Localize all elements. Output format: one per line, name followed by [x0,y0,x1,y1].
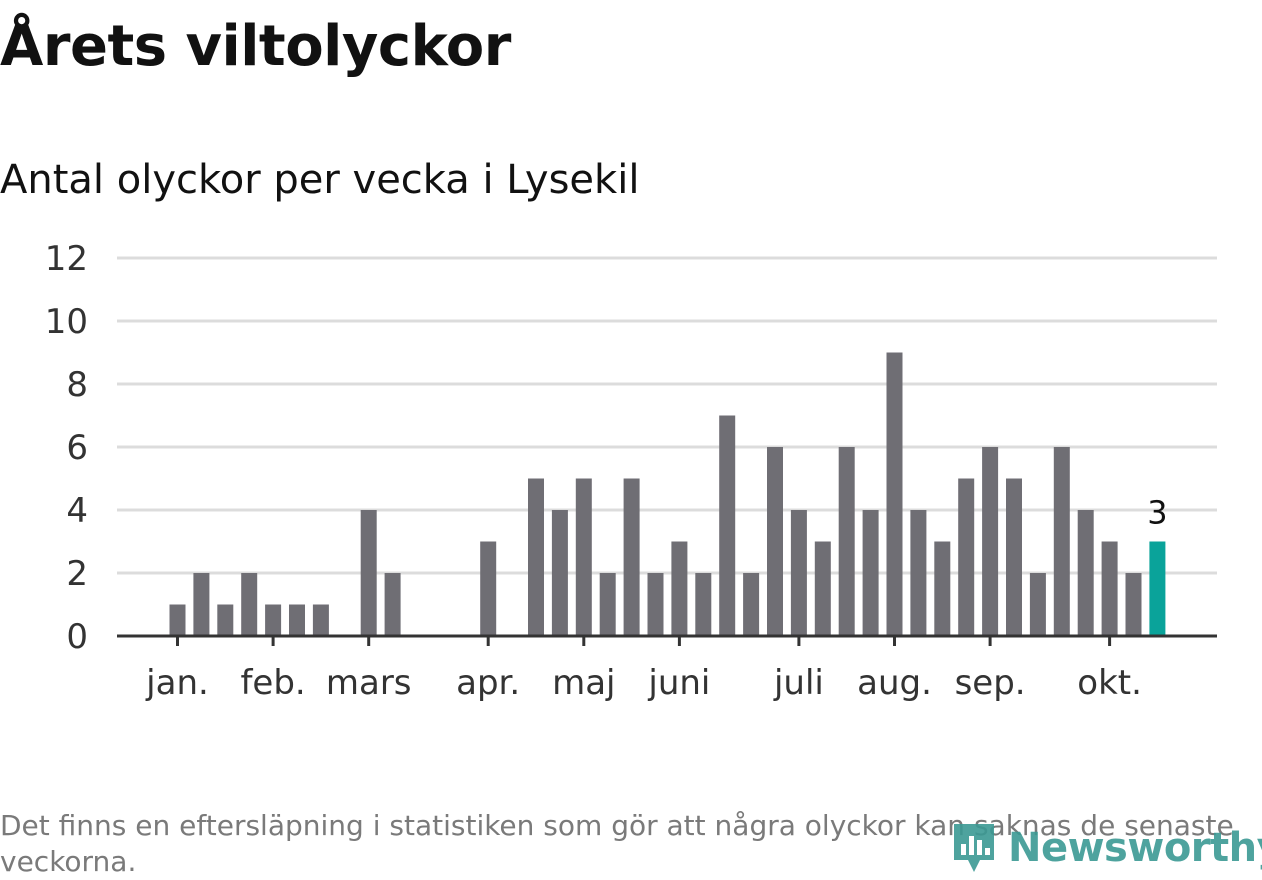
bar-week-21 [647,573,664,636]
bar-week-9 [360,510,377,636]
x-tick-label: juli [773,663,824,703]
bar-week-39 [1077,510,1094,636]
bars [169,352,1166,636]
bar-week-6 [289,604,305,636]
bar-week-1 [169,604,186,636]
bar-week-22 [671,541,688,636]
bar-week-17 [551,510,568,636]
bar-week-19 [599,573,616,636]
bar-week-37 [1029,573,1046,636]
chart-title: Årets viltolyckor [0,14,511,79]
bar-week-32 [910,510,927,636]
data-labels: 3 [1147,494,1167,532]
x-tick-label: sep. [955,663,1026,703]
chart-subtitle: Antal olyckor per vecka i Lysekil [0,157,640,203]
y-axis-ticks: 0 2 4 6 8 10 12 [45,239,88,657]
x-tick-label: mars [326,663,412,703]
logo-text: Newsworthy [1008,825,1262,871]
y-tick-label: 4 [66,491,88,531]
bar-week-20 [623,478,640,636]
bar-week-38 [1053,447,1070,636]
bar-week-29 [838,447,855,636]
y-tick-label: 6 [66,428,88,468]
bar-week-18 [575,478,592,636]
bar-week-4 [241,573,258,636]
bar-week-10 [384,573,401,636]
bar-week-2 [193,573,210,636]
bar-week-23 [695,573,712,636]
bar-week-27 [790,510,807,636]
footnote: Det finns en eftersläpning i statistiken… [0,809,1234,878]
bar-week-31 [886,352,903,636]
bar-week-5 [265,604,282,636]
bar-week-26 [767,447,783,636]
newsworthy-logo-icon [954,824,994,872]
x-tick-label: okt. [1077,663,1142,703]
y-tick-label: 8 [66,365,88,405]
bar-week-41 [1125,573,1142,636]
bar-week-35 [982,447,999,636]
y-tick-label: 12 [45,239,88,279]
bar-week-24 [719,415,736,636]
x-tick-label: aug. [857,663,932,703]
x-tick-label: apr. [456,663,520,703]
x-tick-label: juni [647,663,710,703]
bar-week-25 [743,573,760,636]
bar-week-7 [312,604,329,636]
x-axis-ticks: jan. feb. mars apr. maj juni juli aug. sep. okt. [145,636,1142,703]
bar-week-3 [217,604,234,636]
bar-week-40 [1101,541,1118,636]
newsworthy-logo: Newsworthy [950,818,1262,878]
bar-latest-week [1149,541,1166,636]
bar-week-14 [480,541,497,636]
x-tick-label: maj [552,663,615,703]
grid-lines [117,256,1217,575]
bar-week-33 [934,541,951,636]
x-tick-label: jan. [145,663,209,703]
y-tick-label: 0 [66,617,88,657]
y-tick-label: 10 [45,302,88,342]
bar-week-16 [528,478,544,636]
bar-week-30 [862,510,879,636]
bar-week-34 [958,478,975,636]
bar-week-28 [814,541,831,636]
bar-week-36 [1006,478,1022,636]
data-label-latest: 3 [1147,494,1167,532]
x-tick-label: feb. [240,663,305,703]
y-tick-label: 2 [66,554,88,594]
